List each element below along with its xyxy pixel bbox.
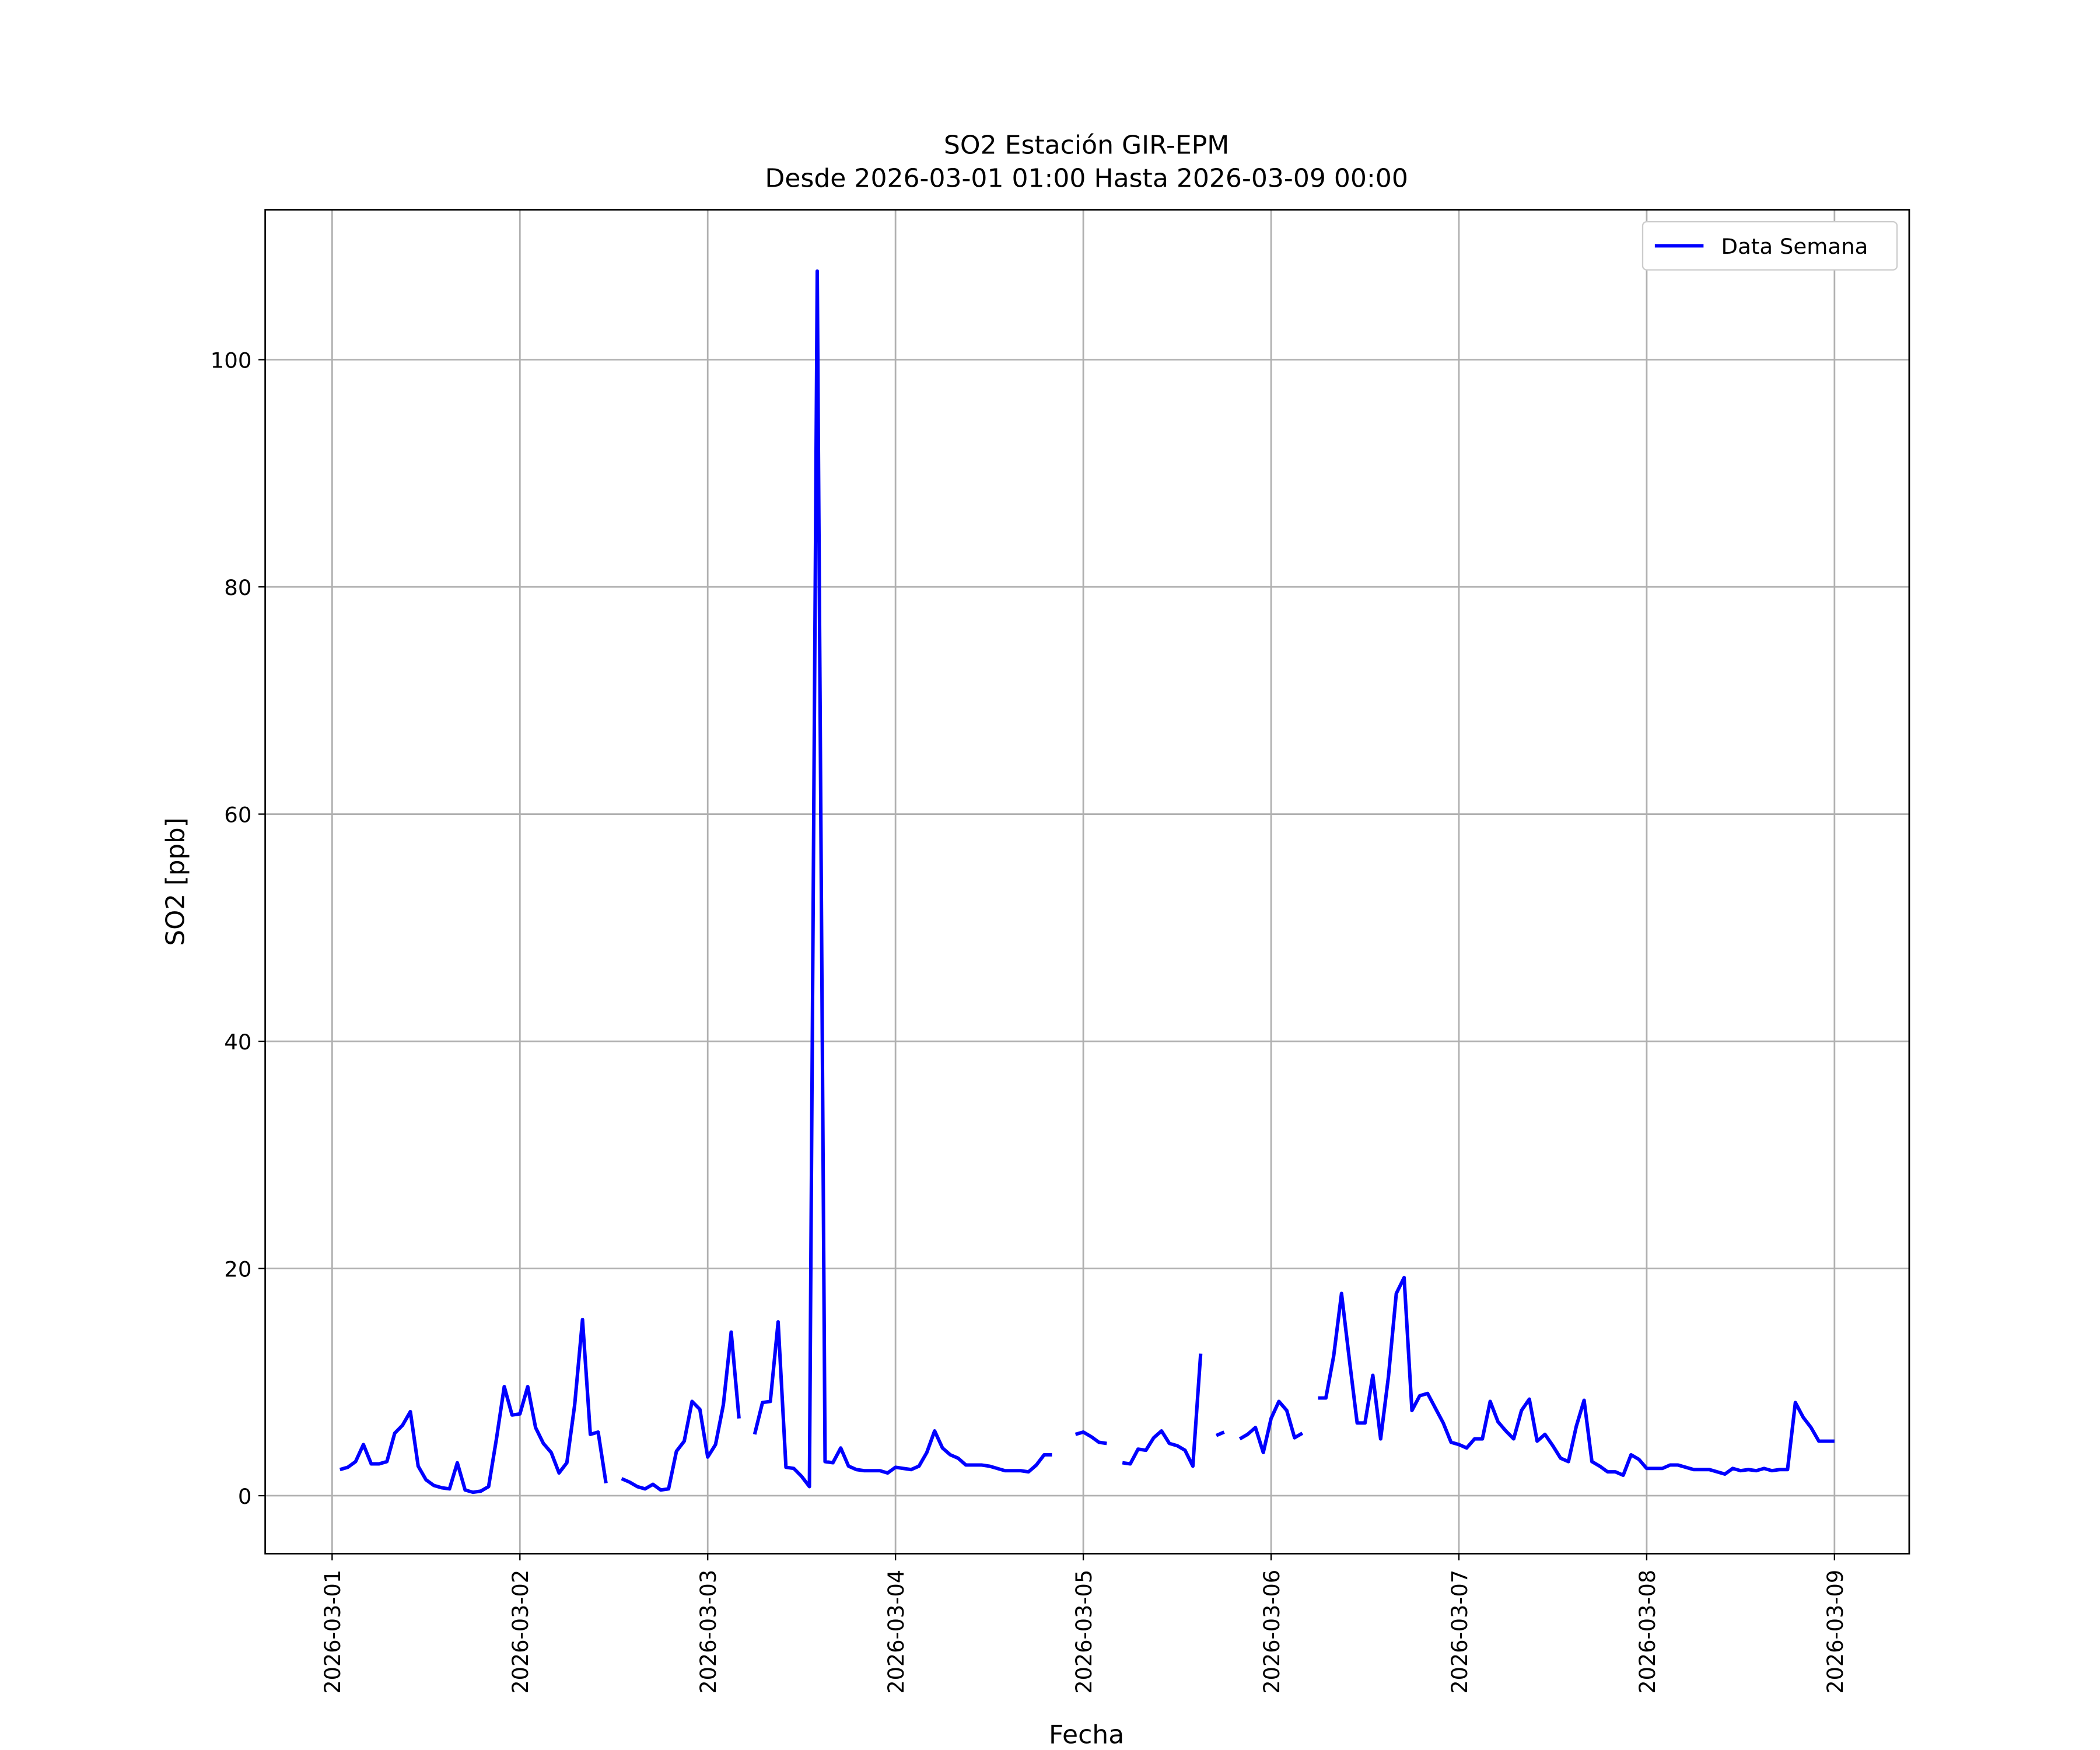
x-axis-label: Fecha xyxy=(1049,1720,1124,1750)
y-tick-label: 60 xyxy=(224,803,251,828)
legend-label: Data Semana xyxy=(1721,234,1868,259)
y-axis-label: SO2 [ppb] xyxy=(160,817,190,946)
x-tick-label: 2026-03-05 xyxy=(1072,1570,1097,1694)
y-tick-label: 100 xyxy=(211,348,252,373)
data-line xyxy=(339,269,1835,1494)
chart-subtitle: Desde 2026-03-01 01:00 Hasta 2026-03-09 … xyxy=(765,164,1408,194)
y-tick-label: 40 xyxy=(224,1030,251,1055)
x-tick-label: 2026-03-06 xyxy=(1259,1570,1284,1694)
y-tick-label: 20 xyxy=(224,1257,251,1282)
plot-frame xyxy=(264,209,1910,1555)
x-tick-label: 2026-03-08 xyxy=(1635,1570,1660,1694)
x-tick-label: 2026-03-07 xyxy=(1447,1570,1472,1694)
legend-box xyxy=(1642,221,1898,271)
x-tick-label: 2026-03-02 xyxy=(508,1570,533,1694)
x-tick-label: 2026-03-09 xyxy=(1823,1570,1848,1694)
y-tick-label: 0 xyxy=(238,1484,252,1509)
chart-title: SO2 Estación GIR-EPM xyxy=(944,131,1229,160)
x-tick-label: 2026-03-03 xyxy=(696,1570,721,1694)
x-tick-label: 2026-03-01 xyxy=(320,1570,345,1694)
y-tick-label: 80 xyxy=(224,575,251,600)
x-tick-label: 2026-03-04 xyxy=(884,1570,909,1694)
